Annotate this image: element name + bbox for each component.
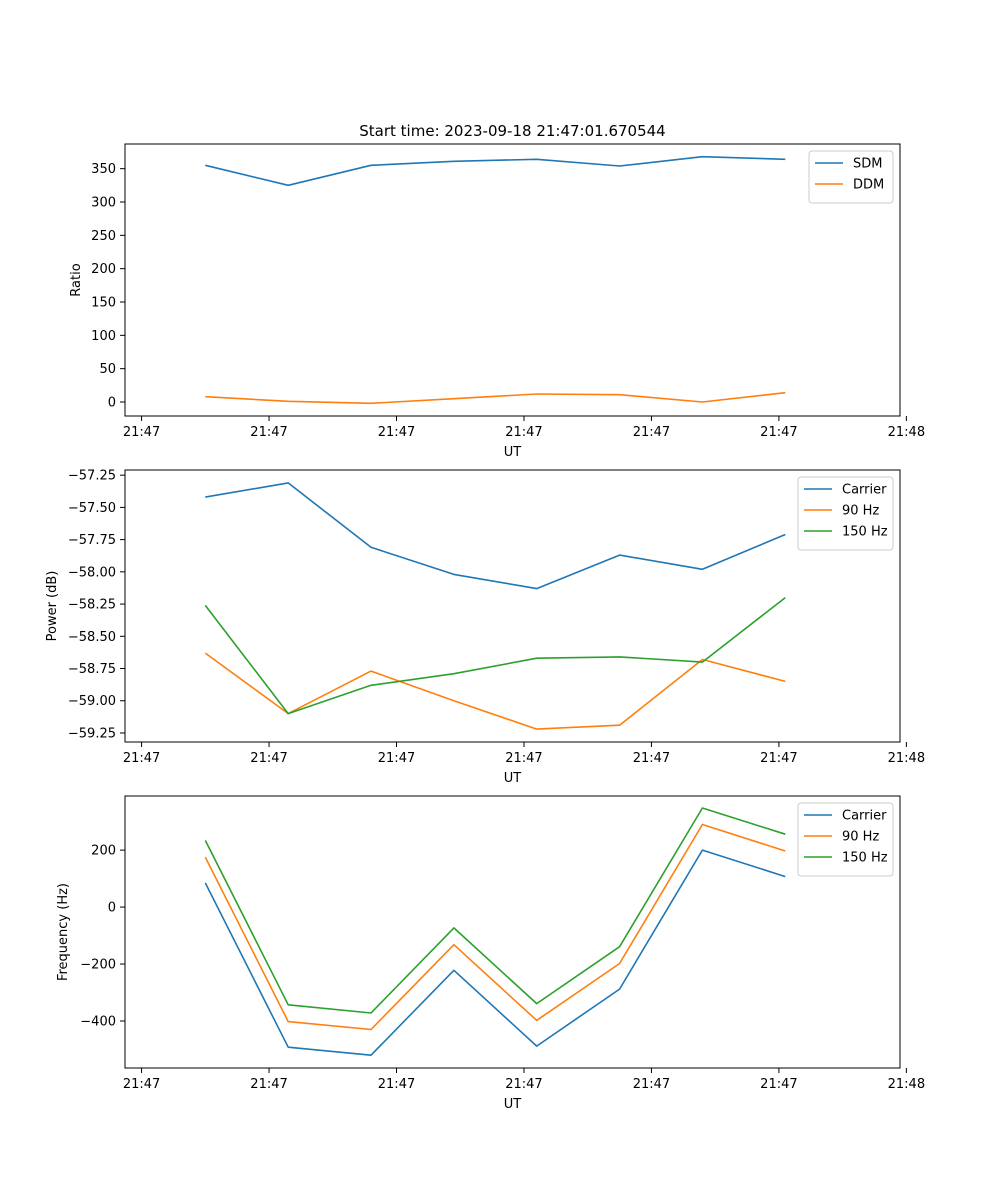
series-line-ddm: [205, 391, 786, 405]
y-tick-label: −57.50: [68, 501, 116, 516]
chart-panel-power: 21:47 21:47 21:47 21:47 21:47 21:47 21:48 UT −57…: [45, 469, 925, 786]
x-axis-label: UT: [504, 1097, 522, 1112]
x-tick-label: 21:47: [505, 751, 542, 766]
series-line-150-hz: [204, 596, 786, 715]
chart-panel-ratio: 21:47 21:47 21:47 21:47 21:47 21:47 21:48 UT 0 50…: [69, 143, 925, 460]
axes-frame: [124, 469, 901, 743]
x-tick-label: 21:48: [888, 1077, 925, 1092]
y-tick-label: 300: [91, 196, 116, 211]
x-tick-label: 21:47: [760, 1077, 797, 1092]
axes-frame: [124, 143, 901, 417]
y-tick-label: −58.25: [68, 598, 116, 613]
legend-label: 150 Hz: [842, 525, 888, 540]
y-axis-label: Power (dB): [45, 571, 60, 642]
x-tick-label: 21:47: [378, 1077, 415, 1092]
series-line-90-hz: [204, 823, 786, 1031]
y-tick-label: 150: [91, 296, 116, 311]
x-tick-label: 21:47: [378, 425, 415, 440]
series-line-carrier: [204, 849, 786, 1056]
x-tick-label: 21:47: [633, 425, 670, 440]
series-line-sdm: [205, 155, 786, 187]
legend-label: Carrier: [842, 483, 887, 498]
legend: Carrier 90 Hz 150 Hz: [797, 802, 894, 877]
chart-panel-frequency: 21:47 21:47 21:47 21:47 21:47 21:47 21:48 UT −40…: [56, 795, 925, 1112]
y-tick-label: −400: [80, 1015, 116, 1030]
legend: Carrier 90 Hz 150 Hz: [797, 476, 894, 551]
panels: 21:47 21:47 21:47 21:47 21:47 21:47 21:48 UT 0 50…: [45, 143, 925, 1112]
x-tick-label: 21:47: [505, 1077, 542, 1092]
series-line-carrier: [205, 482, 786, 590]
figure-title: Start time: 2023-09-18 21:47:01.670544: [359, 122, 665, 140]
legend-label: SDM: [853, 157, 882, 172]
legend-label: 150 Hz: [842, 851, 888, 866]
legend-label: 90 Hz: [842, 830, 879, 845]
y-tick-label: −59.25: [68, 726, 116, 741]
x-axis-label: UT: [504, 445, 522, 460]
y-tick-label: 200: [91, 844, 116, 859]
legend-label: DDM: [853, 178, 884, 193]
y-axis-label: Frequency (Hz): [56, 883, 71, 981]
x-tick-label: 21:47: [633, 1077, 670, 1092]
x-tick-label: 21:47: [633, 751, 670, 766]
x-tick-label: 21:47: [250, 425, 287, 440]
y-axis-label: Ratio: [69, 263, 84, 296]
y-tick-label: −59.00: [68, 694, 116, 709]
legend: SDM DDM: [808, 150, 894, 204]
legend-label: Carrier: [842, 809, 887, 824]
legend-label: 90 Hz: [842, 504, 879, 519]
x-tick-label: 21:47: [760, 425, 797, 440]
y-tick-label: 0: [108, 901, 116, 916]
x-tick-label: 21:47: [123, 425, 160, 440]
y-tick-label: −58.75: [68, 662, 116, 677]
y-tick-label: 350: [91, 162, 116, 177]
y-tick-label: −200: [80, 958, 116, 973]
x-tick-label: 21:47: [250, 1077, 287, 1092]
x-tick-label: 21:48: [888, 751, 925, 766]
y-tick-label: 0: [108, 396, 116, 411]
legend-box: [808, 150, 894, 204]
x-tick-label: 21:48: [888, 425, 925, 440]
series-line-90-hz: [204, 652, 786, 730]
y-tick-label: 250: [91, 229, 116, 244]
y-tick-label: −58.00: [68, 565, 116, 580]
y-tick-label: 100: [91, 329, 116, 344]
y-tick-label: 50: [99, 362, 116, 377]
y-tick-label: −57.75: [68, 533, 116, 548]
x-tick-label: 21:47: [505, 425, 542, 440]
x-axis-label: UT: [504, 771, 522, 786]
y-tick-label: 200: [91, 262, 116, 277]
y-tick-label: −58.50: [68, 630, 116, 645]
x-tick-label: 21:47: [123, 1077, 160, 1092]
series-line-150-hz: [204, 807, 786, 1014]
x-tick-label: 21:47: [250, 751, 287, 766]
axes-frame: [124, 795, 901, 1069]
x-tick-label: 21:47: [123, 751, 160, 766]
x-tick-label: 21:47: [760, 751, 797, 766]
x-tick-label: 21:47: [378, 751, 415, 766]
y-tick-label: −57.25: [68, 469, 116, 484]
